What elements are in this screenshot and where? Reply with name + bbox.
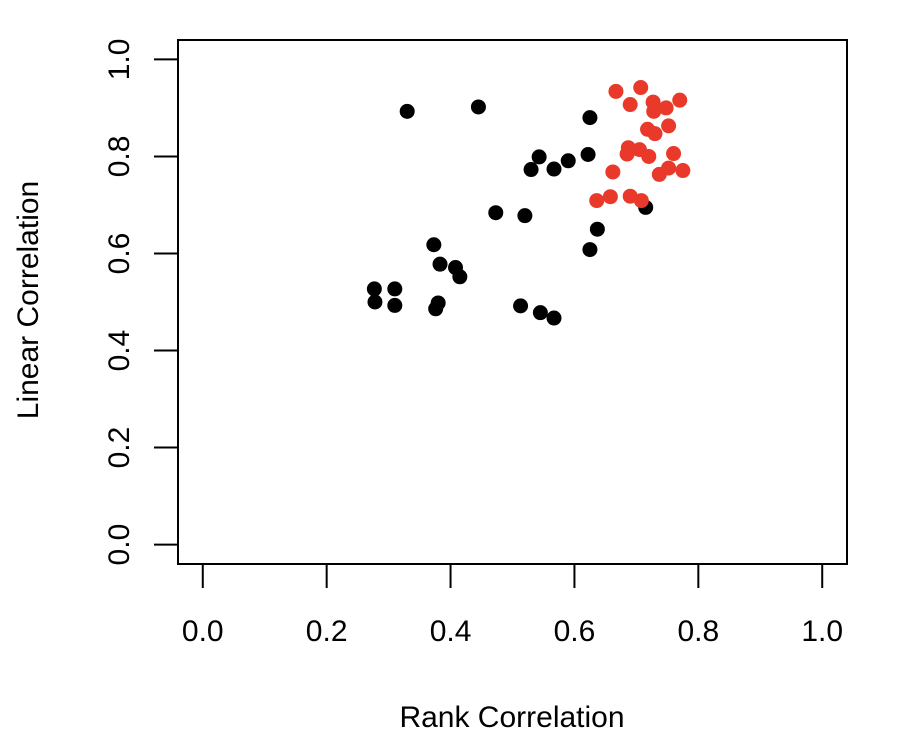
- x-tick-label: 0.2: [306, 615, 348, 648]
- data-point-red: [605, 164, 621, 180]
- data-point-black: [589, 221, 605, 237]
- x-axis: 0.0 0.2 0.4 0.6 0.8 1.0: [182, 563, 843, 648]
- data-point-red: [622, 97, 638, 113]
- y-tick-label: 0.0: [103, 524, 136, 566]
- y-tick-label: 0.6: [103, 233, 136, 275]
- data-point-red: [602, 189, 618, 205]
- data-points: [366, 80, 691, 326]
- data-point-black: [432, 256, 448, 272]
- data-point-red: [633, 80, 649, 96]
- data-point-red: [666, 146, 682, 162]
- data-point-black: [546, 161, 562, 177]
- data-point-red: [608, 83, 624, 99]
- plot-frame: [177, 39, 848, 565]
- data-point-black: [560, 153, 576, 169]
- data-point-black: [452, 269, 468, 285]
- data-point-black: [367, 294, 383, 310]
- data-point-red: [675, 163, 691, 179]
- x-tick-label: 0.0: [182, 615, 224, 648]
- data-point-black: [532, 305, 548, 321]
- data-point-red: [641, 148, 657, 164]
- y-tick-label: 1.0: [103, 39, 136, 81]
- y-tick-label: 0.2: [103, 427, 136, 469]
- data-point-red: [619, 146, 635, 162]
- x-tick-label: 1.0: [801, 615, 843, 648]
- x-tick-label: 0.4: [430, 615, 472, 648]
- x-tick-label: 0.6: [554, 615, 596, 648]
- data-point-black: [366, 281, 382, 297]
- x-axis-title: Rank Correlation: [399, 701, 624, 734]
- data-point-black: [531, 149, 547, 165]
- data-point-red: [672, 92, 688, 108]
- data-point-black: [582, 242, 598, 258]
- data-point-black: [426, 237, 442, 253]
- data-point-black: [399, 103, 415, 119]
- data-point-red: [647, 126, 663, 142]
- x-tick-label: 0.8: [677, 615, 719, 648]
- y-axis: 0.0 0.2 0.4 0.6 0.8 1.0: [103, 39, 179, 566]
- data-point-red: [646, 103, 662, 119]
- data-point-black: [387, 297, 403, 313]
- data-point-black: [517, 208, 533, 224]
- y-tick-label: 0.8: [103, 136, 136, 178]
- data-point-black: [523, 162, 539, 178]
- data-point-black: [470, 99, 486, 115]
- data-point-black: [488, 205, 504, 221]
- data-point-red: [661, 160, 677, 176]
- y-axis-title: Linear Correlation: [12, 181, 45, 419]
- data-point-red: [589, 193, 605, 209]
- data-point-black: [580, 147, 596, 163]
- data-point-black: [428, 301, 444, 317]
- y-tick-label: 0.4: [103, 330, 136, 372]
- data-point-red: [661, 118, 677, 134]
- data-point-red: [633, 193, 649, 209]
- data-point-black: [582, 110, 598, 126]
- data-point-black: [387, 281, 403, 297]
- data-point-black: [546, 310, 562, 326]
- data-point-red: [658, 100, 674, 116]
- data-point-black: [513, 298, 529, 314]
